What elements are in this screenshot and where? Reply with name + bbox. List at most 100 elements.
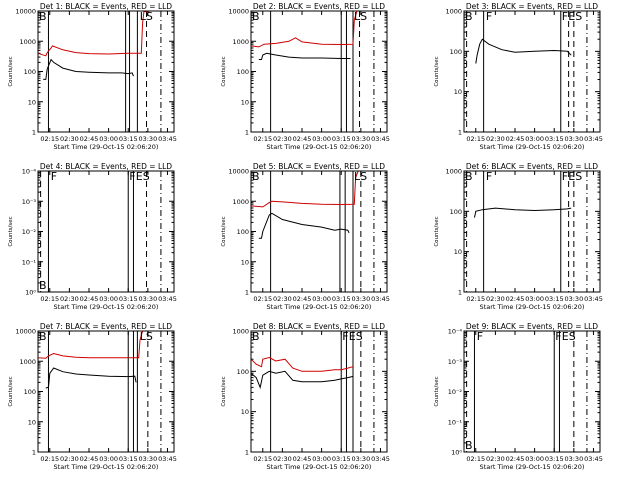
y-tick-label: 100 (237, 368, 249, 376)
y-axis-label: Counts/sec (8, 376, 14, 406)
x-axis-label: Start Time (29-Oct-15 02:06:20) (267, 463, 372, 471)
annotation-f: F (562, 10, 568, 23)
plot-frame (37, 330, 175, 453)
x-tick-label: 02:15 (253, 295, 272, 303)
x-tick-label: 03:15 (545, 295, 564, 303)
x-tick-label: 03:45 (371, 295, 390, 303)
x-tick-label: 03:15 (332, 295, 351, 303)
y-tick-label: 10000 (15, 328, 36, 336)
x-tick-label: 02:15 (466, 455, 485, 463)
x-tick-label: 03:00 (525, 295, 544, 303)
x-tick-label: 02:30 (273, 295, 292, 303)
x-tick-label: 03:45 (584, 295, 603, 303)
y-tick-label: 100 (24, 68, 36, 76)
panel-det-5: Det 5: BLACK = Events, RED = LLD 1 10 100 10… (221, 162, 390, 311)
x-tick-label: 02:30 (273, 455, 292, 463)
annotation-f: F (486, 10, 492, 23)
annotation-es: ES (136, 170, 150, 183)
y-tick-label: 10⁰ (451, 449, 462, 457)
x-tick-label: 03:00 (99, 135, 118, 143)
panel-title: Det 2: BLACK = Events, RED = LLD (253, 2, 385, 11)
y-tick-label: 1 (32, 129, 36, 137)
y-tick-label: 1 (245, 129, 249, 137)
y-tick-label: 10000 (228, 8, 249, 16)
y-tick-label: 1 (458, 129, 462, 137)
y-axis-label: Counts/sec (434, 376, 440, 406)
annotation-f: F (477, 330, 483, 343)
x-tick-label: 02:45 (80, 135, 99, 143)
annotation-f: F (342, 330, 348, 343)
y-tick-label: 10⁻¹ (448, 418, 463, 426)
x-tick-label: 03:30 (564, 295, 583, 303)
event-rate-line (250, 370, 354, 390)
y-axis-label: Counts/sec (434, 216, 440, 246)
plot-frame (463, 330, 601, 453)
y-tick-label: 10⁻³ (22, 198, 37, 206)
panel-title: Det 7: BLACK = Events, RED = LLD (40, 322, 172, 331)
y-tick-label: 100 (237, 228, 249, 236)
x-axis-label: Start Time (29-Oct-15 02:06:20) (480, 303, 585, 311)
y-tick-label: 10⁻¹ (22, 258, 37, 266)
panel-title: Det 4: BLACK = Events, RED = LLD (40, 162, 172, 171)
annotation-b: B (465, 10, 473, 23)
annotation-es: ES (568, 170, 582, 183)
x-tick-label: 02:45 (293, 135, 312, 143)
annotation-es: ES (568, 10, 582, 23)
x-tick-label: 02:15 (40, 135, 59, 143)
lld-rate-line (37, 330, 168, 359)
y-axis-label: Counts/sec (221, 56, 227, 86)
x-tick-label: 03:45 (371, 135, 390, 143)
y-tick-label: 10 (454, 88, 462, 96)
event-rate-line (258, 52, 351, 60)
x-tick-label: 03:45 (158, 135, 177, 143)
y-tick-label: 10 (28, 98, 36, 106)
x-tick-label: 03:30 (351, 135, 370, 143)
x-tick-label: 03:30 (351, 295, 370, 303)
annotation-b: B (465, 170, 473, 183)
panel-det-3: Det 3: BLACK = Events, RED = LLD 1 10 100 10… (434, 2, 603, 151)
panel-title: Det 3: BLACK = Events, RED = LLD (466, 2, 598, 11)
y-tick-label: 10⁻⁴ (448, 328, 463, 336)
annotation-b: B (39, 279, 47, 292)
x-axis-label: Start Time (29-Oct-15 02:06:20) (54, 143, 159, 151)
plot-frame (250, 170, 388, 293)
annotation-f: F (555, 330, 561, 343)
plot-frame (37, 170, 175, 293)
x-tick-label: 03:00 (312, 135, 331, 143)
x-tick-label: 02:45 (293, 455, 312, 463)
x-tick-label: 03:15 (332, 135, 351, 143)
x-tick-label: 03:30 (351, 455, 370, 463)
panel-title: Det 1: BLACK = Events, RED = LLD (40, 2, 172, 11)
x-tick-label: 03:00 (99, 455, 118, 463)
y-tick-label: 100 (450, 208, 462, 216)
annotation-es: ES (349, 330, 363, 343)
x-axis-label: Start Time (29-Oct-15 02:06:20) (54, 463, 159, 471)
x-tick-label: 02:45 (293, 295, 312, 303)
annotation-b: B (252, 330, 260, 343)
lld-rate-line (250, 356, 354, 372)
annotation-b: B (252, 170, 260, 183)
y-axis-label: Counts/sec (434, 56, 440, 86)
y-tick-label: 100 (237, 68, 249, 76)
x-tick-label: 03:30 (564, 135, 583, 143)
annotation-f: F (129, 170, 135, 183)
y-tick-label: 1000 (445, 8, 462, 16)
x-tick-label: 03:00 (312, 455, 331, 463)
x-tick-label: 02:45 (506, 135, 525, 143)
y-tick-label: 10⁻³ (448, 358, 463, 366)
x-tick-label: 03:00 (525, 135, 544, 143)
y-tick-label: 10000 (228, 168, 249, 176)
x-tick-label: 03:30 (138, 295, 157, 303)
x-tick-label: 03:45 (158, 455, 177, 463)
x-tick-label: 02:30 (60, 135, 79, 143)
lld-rate-line (250, 170, 381, 208)
y-tick-label: 100 (450, 48, 462, 56)
x-tick-label: 03:30 (564, 455, 583, 463)
annotation-ls: LS (354, 10, 367, 23)
panel-title: Det 9: BLACK = Events, RED = LLD (466, 322, 598, 331)
x-axis-label: Start Time (29-Oct-15 02:06:20) (480, 143, 585, 151)
y-axis-label: Counts/sec (221, 216, 227, 246)
x-tick-label: 02:45 (506, 295, 525, 303)
y-tick-label: 1000 (19, 38, 36, 46)
x-tick-label: 02:30 (60, 295, 79, 303)
